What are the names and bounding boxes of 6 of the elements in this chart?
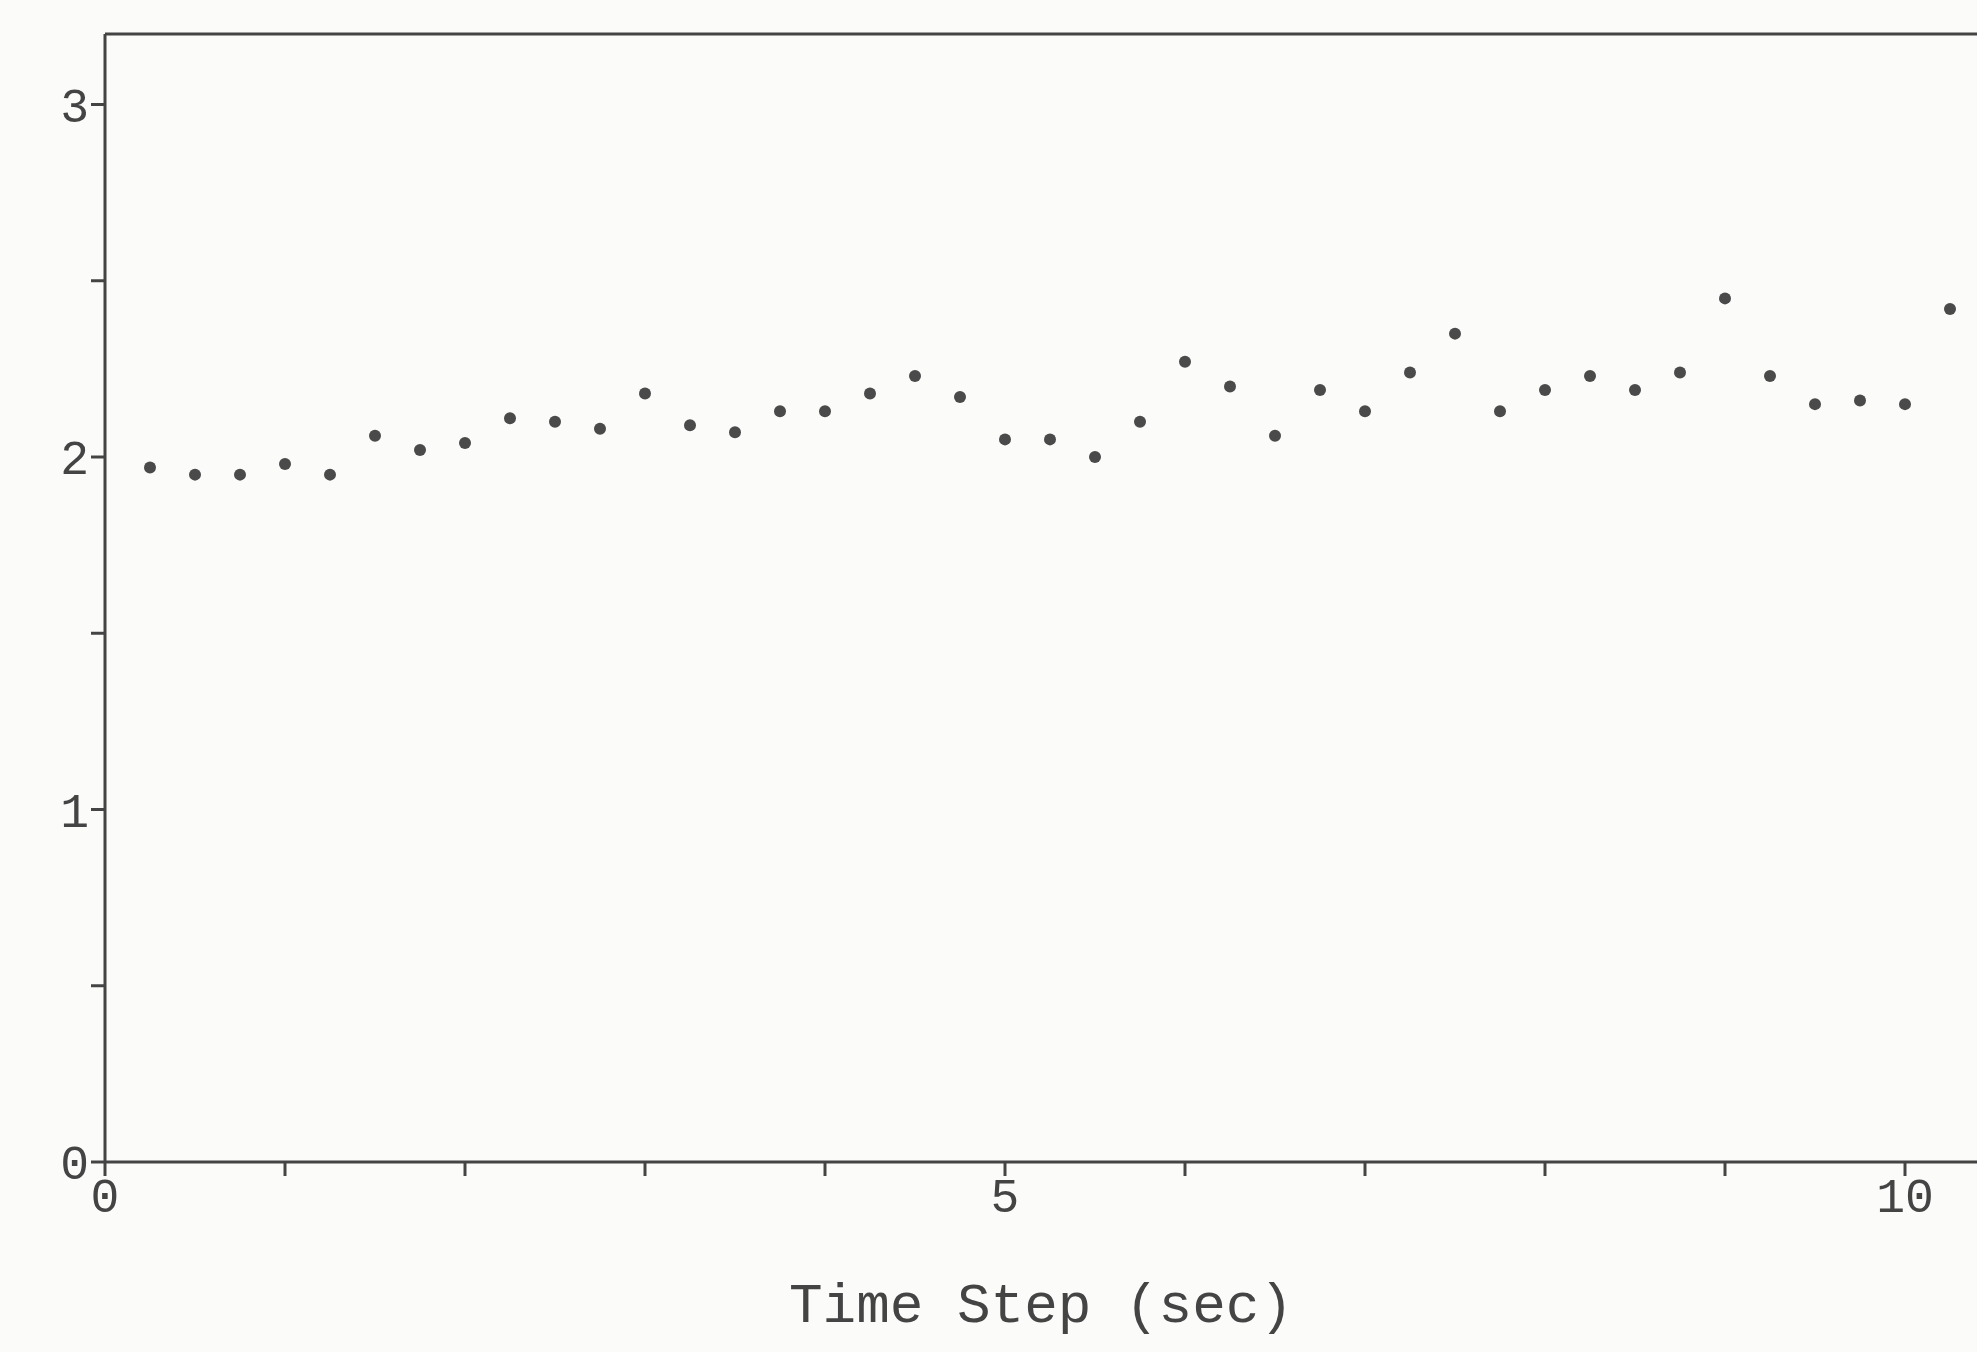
x-axis-title: Time Step (sec): [788, 1275, 1294, 1339]
x-tick-label: 5: [990, 1172, 1020, 1227]
y-tick-label: 2: [60, 434, 89, 489]
y-tick-label: 1: [60, 786, 89, 841]
y-tick-label: 3: [60, 81, 89, 136]
x-tick-label: 10: [1876, 1172, 1934, 1227]
